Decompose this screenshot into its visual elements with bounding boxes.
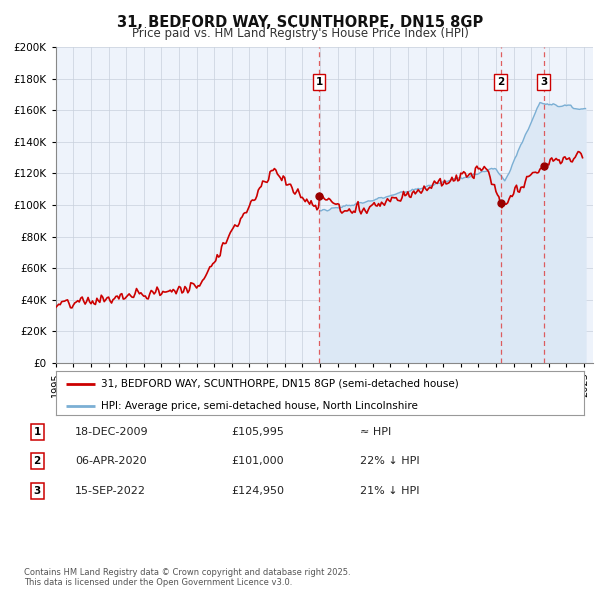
Text: ≈ HPI: ≈ HPI	[360, 427, 391, 437]
Text: 3: 3	[540, 77, 547, 87]
Text: Contains HM Land Registry data © Crown copyright and database right 2025.
This d: Contains HM Land Registry data © Crown c…	[24, 568, 350, 587]
Text: £101,000: £101,000	[231, 457, 284, 466]
Text: £105,995: £105,995	[231, 427, 284, 437]
Text: 1: 1	[316, 77, 323, 87]
Text: £124,950: £124,950	[231, 486, 284, 496]
Text: 2: 2	[497, 77, 504, 87]
Text: 3: 3	[34, 486, 41, 496]
Text: 18-DEC-2009: 18-DEC-2009	[75, 427, 149, 437]
Text: 06-APR-2020: 06-APR-2020	[75, 457, 146, 466]
Text: 1: 1	[34, 427, 41, 437]
Text: 31, BEDFORD WAY, SCUNTHORPE, DN15 8GP: 31, BEDFORD WAY, SCUNTHORPE, DN15 8GP	[117, 15, 483, 30]
Text: 2: 2	[34, 457, 41, 466]
Text: Price paid vs. HM Land Registry's House Price Index (HPI): Price paid vs. HM Land Registry's House …	[131, 27, 469, 40]
Text: HPI: Average price, semi-detached house, North Lincolnshire: HPI: Average price, semi-detached house,…	[101, 401, 418, 411]
Text: 31, BEDFORD WAY, SCUNTHORPE, DN15 8GP (semi-detached house): 31, BEDFORD WAY, SCUNTHORPE, DN15 8GP (s…	[101, 379, 458, 388]
Text: 15-SEP-2022: 15-SEP-2022	[75, 486, 146, 496]
Text: 21% ↓ HPI: 21% ↓ HPI	[360, 486, 419, 496]
Text: 22% ↓ HPI: 22% ↓ HPI	[360, 457, 419, 466]
